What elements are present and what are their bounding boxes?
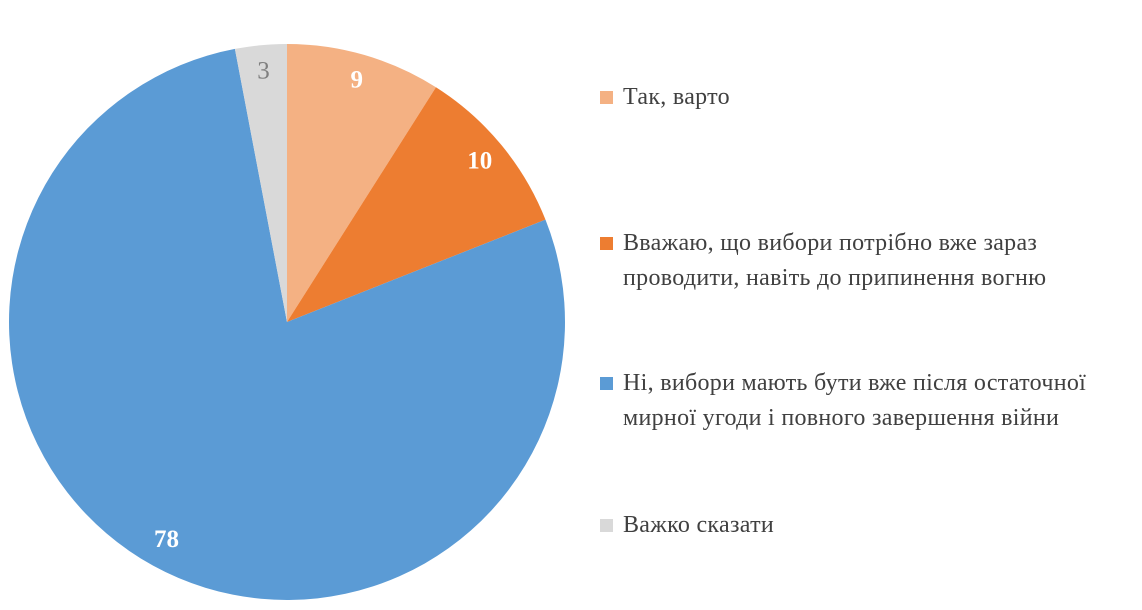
data-label: 10: [467, 147, 492, 174]
data-label: 78: [154, 526, 179, 553]
pie-slice: [9, 48, 566, 601]
pie-slice: [287, 44, 436, 322]
legend-label: Важко сказати: [623, 512, 775, 538]
legend-item: Так, варто: [600, 80, 1130, 115]
legend-swatch: [600, 237, 613, 250]
pie-slice: [234, 44, 287, 322]
legend-swatch: [600, 91, 613, 104]
legend-label: Так, варто: [623, 84, 730, 110]
legend-label: Ні, вибори мають бути вже після остаточн…: [623, 370, 1087, 431]
pie-slice: [287, 87, 546, 322]
legend-item: Ні, вибори мають бути вже після остаточн…: [600, 366, 1130, 436]
legend-swatch: [600, 519, 613, 532]
data-label: 3: [257, 58, 270, 85]
data-label: 9: [351, 66, 364, 93]
legend-label: Вважаю, що вибори потрібно вже зараз про…: [623, 230, 1047, 291]
legend-swatch: [600, 377, 613, 390]
legend-item: Важко сказати: [600, 508, 1130, 543]
legend-item: Вважаю, що вибори потрібно вже зараз про…: [600, 226, 1130, 296]
